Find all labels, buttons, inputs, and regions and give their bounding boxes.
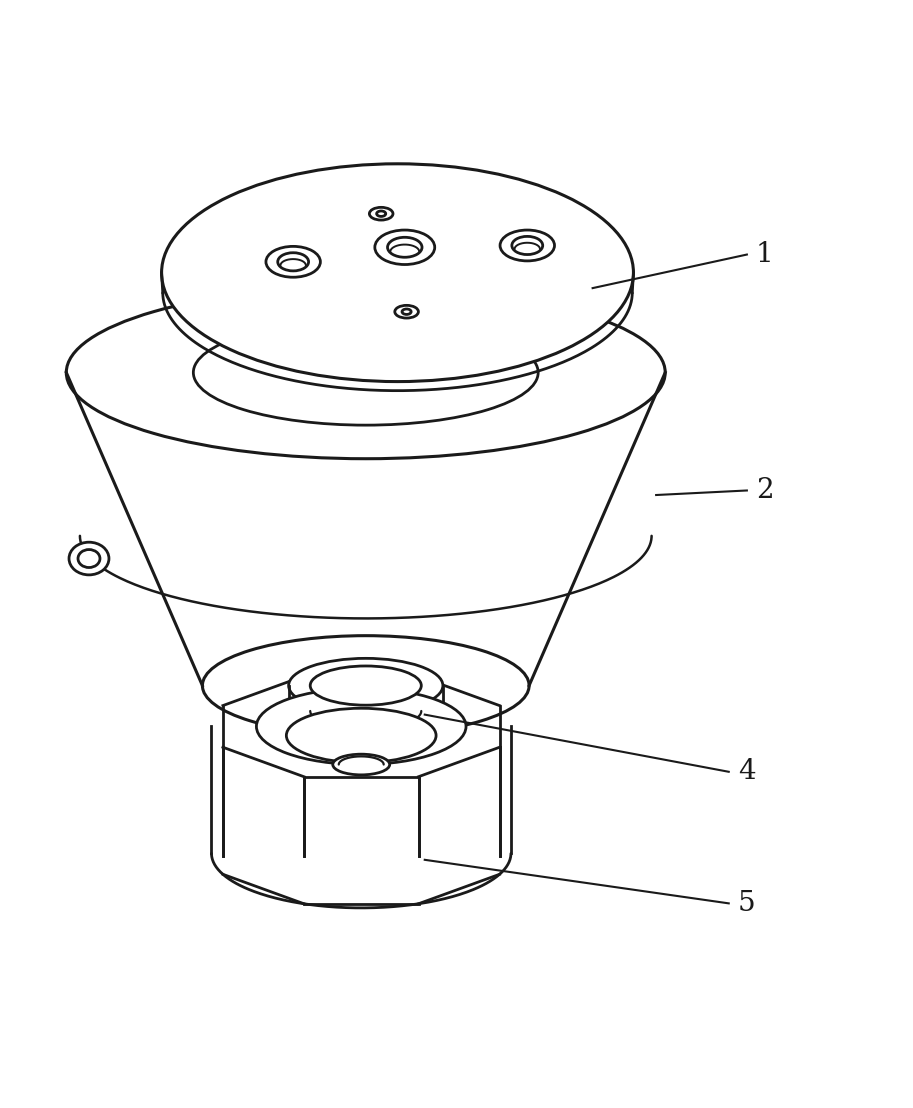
Text: 4: 4 (738, 758, 755, 786)
Ellipse shape (203, 636, 530, 736)
Ellipse shape (78, 550, 100, 567)
Ellipse shape (287, 708, 436, 762)
Ellipse shape (194, 320, 538, 425)
Ellipse shape (402, 309, 411, 315)
Ellipse shape (332, 755, 390, 774)
Text: 1: 1 (756, 242, 773, 268)
Ellipse shape (69, 542, 109, 575)
Ellipse shape (266, 246, 320, 277)
Ellipse shape (370, 207, 393, 220)
Ellipse shape (310, 666, 421, 705)
Ellipse shape (512, 236, 542, 255)
Ellipse shape (377, 211, 385, 216)
Ellipse shape (375, 230, 435, 265)
Ellipse shape (257, 688, 466, 765)
Ellipse shape (289, 658, 443, 712)
Ellipse shape (387, 237, 422, 257)
Ellipse shape (500, 230, 554, 260)
Ellipse shape (67, 286, 666, 459)
Ellipse shape (278, 253, 309, 270)
Ellipse shape (394, 306, 418, 318)
Text: 5: 5 (738, 890, 755, 916)
Text: 2: 2 (756, 476, 773, 504)
Ellipse shape (162, 164, 634, 381)
